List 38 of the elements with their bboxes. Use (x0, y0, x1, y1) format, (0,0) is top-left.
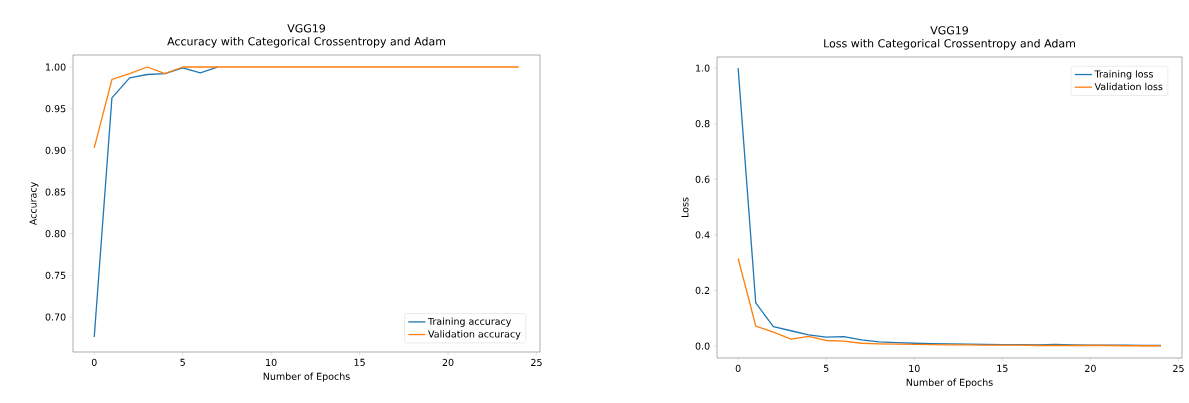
y-tick-label: 1.00 (46, 63, 66, 71)
line-series (93, 66, 219, 338)
x-tick-label: 25 (1173, 364, 1184, 373)
y-axis-title: Accuracy (29, 182, 39, 226)
x-tick-label: 25 (531, 358, 542, 367)
chart-subtitle: Loss with Categorical Crossentropy and Adam (824, 38, 1075, 50)
x-tick-label: 5 (180, 358, 185, 366)
legend-label: Training accuracy (427, 317, 512, 327)
chart-title: VGG19 (287, 24, 326, 33)
x-tick-label: 20 (1085, 364, 1096, 373)
x-tick-label: 15 (997, 364, 1008, 372)
y-tick-label: 1.0 (696, 64, 710, 72)
x-tick-label: 0 (91, 358, 97, 367)
y-tick-label: 0.6 (695, 175, 710, 183)
x-axis-title: Number of Epochs (263, 372, 350, 382)
y-tick-label: 0.75 (45, 271, 66, 279)
y-tick-label: 0.0 (695, 342, 710, 350)
legend-label: Validation loss (1094, 82, 1163, 91)
y-tick-label: 0.90 (45, 146, 66, 154)
x-tick-label: 10 (909, 364, 920, 373)
y-tick-label: 0.80 (45, 230, 66, 238)
y-tick-label: 0.4 (695, 231, 710, 239)
chart-title: VGG19 (930, 26, 969, 35)
x-tick-label: 20 (442, 358, 454, 367)
y-tick-label: 0.2 (695, 286, 710, 295)
x-axis-title: Number of Epochs (906, 378, 993, 388)
y-tick-label: 0.70 (45, 313, 66, 321)
chart-subtitle: Accuracy with Categorical Crossentropy and Adam (167, 36, 446, 48)
y-tick-label: 0.95 (45, 105, 66, 113)
y-tick-label: 0.8 (695, 120, 710, 128)
legend-label: Training loss (1094, 70, 1153, 80)
x-tick-label: 15 (354, 358, 365, 366)
y-tick-label: 0.85 (45, 188, 66, 196)
x-tick-label: 10 (266, 358, 277, 367)
legend-label: Validation accuracy (428, 330, 521, 340)
x-tick-label: 0 (735, 364, 741, 373)
x-tick-label: 5 (823, 364, 829, 372)
y-axis-title: Loss (681, 197, 689, 217)
